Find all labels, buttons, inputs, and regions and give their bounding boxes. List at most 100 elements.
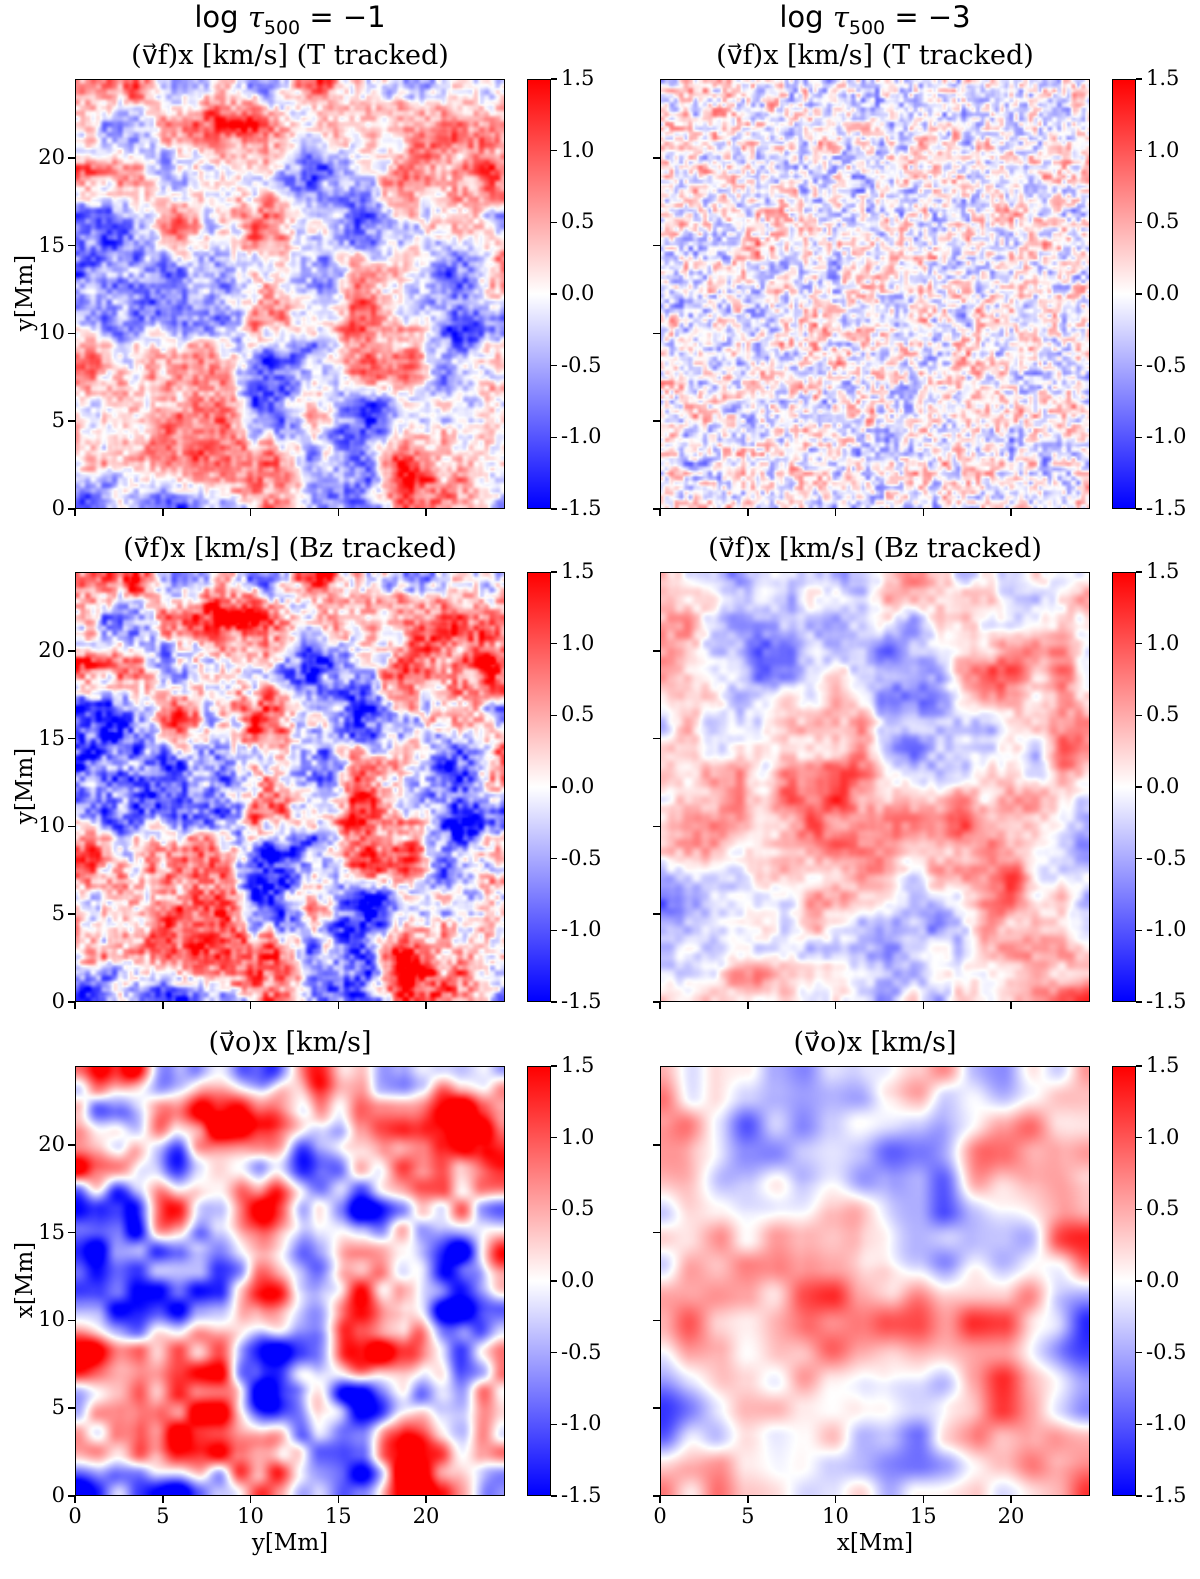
colorbar-tick bbox=[551, 1423, 557, 1426]
colorbar-tick bbox=[551, 1001, 557, 1003]
y-tick-label: 20 bbox=[38, 637, 65, 662]
column-title-left-prefix: log bbox=[194, 0, 248, 34]
colorbar-tick bbox=[551, 642, 557, 645]
colorbar-tick bbox=[1136, 714, 1142, 717]
y-tick bbox=[653, 332, 660, 335]
colorbar-tick bbox=[1136, 1495, 1142, 1497]
colorbar-tick-label: 0.5 bbox=[561, 209, 595, 234]
y-tick bbox=[68, 1319, 75, 1322]
colorbar-tick-label: -1.0 bbox=[1146, 1411, 1187, 1436]
colorbar-tick-label: -1.5 bbox=[561, 496, 602, 520]
y-tick bbox=[68, 332, 75, 335]
y-tick bbox=[68, 913, 75, 915]
colorbar-tick bbox=[551, 293, 557, 295]
colorbar-tick-label: -1.0 bbox=[1146, 917, 1187, 942]
x-tick-label: 5 bbox=[156, 1504, 170, 1528]
colorbar-tick-label: -1.0 bbox=[1146, 424, 1187, 449]
x-tick bbox=[74, 509, 76, 516]
y-tick bbox=[68, 244, 75, 247]
colorbar bbox=[527, 572, 551, 1002]
y-tick-label: 10 bbox=[38, 320, 65, 345]
colorbar-tick bbox=[551, 1136, 557, 1139]
colorbar-tick bbox=[1136, 571, 1142, 573]
colorbar-tick bbox=[1136, 1280, 1142, 1282]
colorbar-tick bbox=[551, 1280, 557, 1282]
x-tick bbox=[425, 1496, 427, 1503]
x-tick bbox=[834, 1496, 837, 1503]
colorbar-tick-label: 1.0 bbox=[561, 630, 595, 655]
x-tick-label: 15 bbox=[909, 1504, 937, 1528]
colorbar-tick bbox=[1136, 1136, 1142, 1139]
y-tick bbox=[653, 1001, 660, 1003]
x-tick bbox=[74, 1496, 76, 1503]
y-tick-label: 5 bbox=[51, 901, 65, 926]
column-title-right-var: τ bbox=[832, 0, 849, 34]
colorbar-tick-label: -1.5 bbox=[1146, 496, 1187, 520]
colorbar-tick bbox=[551, 221, 557, 224]
y-tick-label: 15 bbox=[38, 1219, 65, 1244]
colorbar-tick bbox=[551, 436, 557, 439]
colorbar bbox=[1112, 79, 1136, 509]
y-tick-label: 0 bbox=[51, 989, 65, 1013]
colorbar-tick-label: -1.5 bbox=[1146, 1483, 1187, 1507]
y-tick-label: 15 bbox=[38, 232, 65, 257]
colorbar-tick-label: -0.5 bbox=[561, 845, 602, 870]
colorbar-tick bbox=[1136, 642, 1142, 645]
x-tick bbox=[1010, 1496, 1012, 1503]
y-tick bbox=[68, 1001, 75, 1003]
colorbar-tick-label: 0.0 bbox=[561, 281, 595, 305]
y-tick bbox=[653, 737, 660, 740]
x-tick bbox=[162, 1496, 164, 1503]
colorbar-tick bbox=[551, 1208, 557, 1211]
y-tick-label: 15 bbox=[38, 725, 65, 750]
colorbar-tick-label: 0.0 bbox=[561, 1268, 595, 1292]
x-tick bbox=[162, 1002, 164, 1009]
y-axis-label: y[Mm] bbox=[12, 747, 38, 825]
colorbar-tick-label: 0.0 bbox=[561, 774, 595, 798]
colorbar-tick bbox=[1136, 1351, 1142, 1354]
colorbar-tick-label: 1.5 bbox=[1146, 559, 1180, 583]
colorbar-tick bbox=[551, 1495, 557, 1497]
column-title-left-sub: 500 bbox=[263, 16, 301, 39]
colorbar-tick bbox=[551, 1065, 557, 1067]
colorbar-tick-label: 1.0 bbox=[561, 1124, 595, 1149]
y-tick bbox=[653, 650, 660, 652]
x-tick bbox=[162, 509, 164, 516]
colorbar-tick bbox=[1136, 1423, 1142, 1426]
y-tick bbox=[68, 825, 75, 828]
colorbar-tick bbox=[551, 508, 557, 510]
colorbar-tick bbox=[551, 78, 557, 80]
panel-title: (v⃗f)x [km/s] (T tracked) bbox=[131, 40, 449, 71]
y-tick bbox=[653, 1319, 660, 1322]
x-tick bbox=[922, 1496, 924, 1503]
x-tick bbox=[747, 509, 749, 516]
column-title-left-var: τ bbox=[247, 0, 264, 34]
y-tick bbox=[653, 508, 660, 510]
y-tick bbox=[653, 1407, 660, 1409]
colorbar bbox=[1112, 1066, 1136, 1496]
y-tick-label: 10 bbox=[38, 1307, 65, 1332]
x-tick-label: 20 bbox=[412, 1504, 440, 1528]
colorbar-tick bbox=[1136, 508, 1142, 510]
colorbar-tick-label: -1.0 bbox=[561, 917, 602, 942]
y-tick bbox=[68, 1495, 75, 1497]
column-title-right-sub: 500 bbox=[848, 16, 886, 39]
colorbar-tick-label: 0.0 bbox=[1146, 774, 1180, 798]
colorbar-tick-label: -0.5 bbox=[561, 1339, 602, 1364]
colorbar bbox=[527, 79, 551, 509]
heatmap-panel bbox=[75, 572, 505, 1002]
colorbar-tick bbox=[1136, 1208, 1142, 1211]
x-tick bbox=[337, 1496, 339, 1503]
colorbar-tick-label: 0.5 bbox=[1146, 1196, 1180, 1221]
x-tick bbox=[659, 1496, 661, 1503]
x-axis-label: y[Mm] bbox=[251, 1530, 329, 1556]
colorbar-tick-label: 0.0 bbox=[1146, 1268, 1180, 1292]
colorbar-tick-label: -1.5 bbox=[561, 1483, 602, 1507]
colorbar-tick bbox=[551, 714, 557, 717]
colorbar-tick bbox=[551, 149, 557, 152]
x-tick bbox=[74, 1002, 76, 1009]
y-tick bbox=[653, 1495, 660, 1497]
colorbar-tick-label: -1.0 bbox=[561, 424, 602, 449]
x-tick bbox=[834, 1002, 837, 1009]
colorbar-tick bbox=[1136, 293, 1142, 295]
